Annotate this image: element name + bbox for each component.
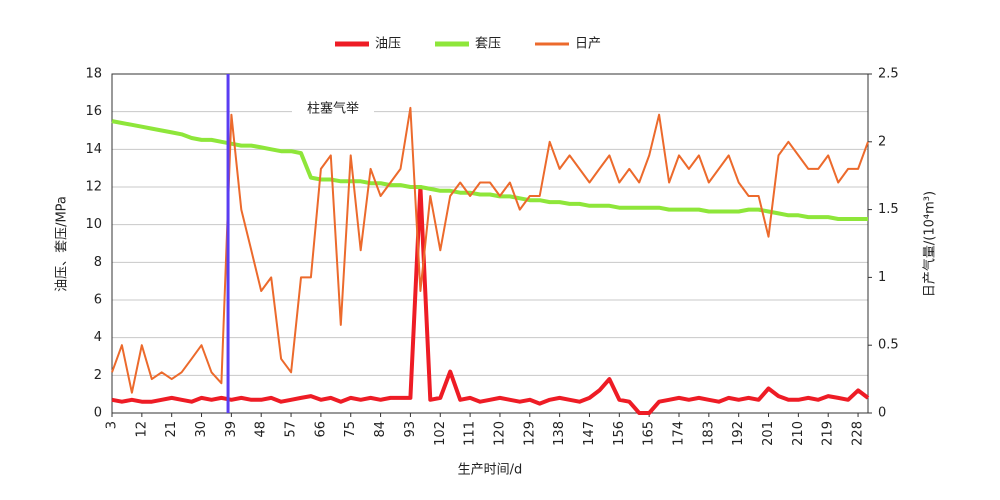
x-tick-label: 30 (194, 421, 209, 438)
y-tick-label: 4 (94, 330, 102, 345)
y2-tick-label: 2 (878, 134, 886, 149)
annotation-bg (292, 97, 374, 121)
y-tick-label: 14 (85, 142, 102, 157)
annotation-text: 柱塞气举 (307, 101, 359, 117)
x-tick-label: 165 (642, 421, 657, 446)
y2-tick-label: 1 (878, 270, 886, 285)
x-tick-label: 228 (851, 421, 866, 446)
x-tick-label: 129 (522, 421, 537, 446)
x-tick-label: 57 (284, 421, 299, 438)
x-tick-label: 84 (373, 421, 388, 438)
y-axis-label: 油压、套压/MPa (54, 196, 70, 292)
legend-label: 套压 (475, 36, 501, 52)
x-tick-label: 66 (313, 421, 328, 438)
y2-axis-label: 日产气量/(10⁴m³) (922, 191, 938, 297)
x-axis-label: 生产时间/d (458, 463, 523, 478)
x-tick-label: 93 (403, 421, 418, 438)
y-tick-label: 0 (94, 406, 102, 421)
y-tick-label: 16 (85, 104, 102, 119)
legend-label: 日产 (575, 37, 601, 52)
x-tick-label: 3 (105, 421, 120, 429)
y2-tick-label: 0.5 (878, 338, 899, 353)
series-line (111, 106, 869, 394)
x-tick-label: 102 (433, 421, 448, 446)
y2-tick-label: 2.5 (878, 67, 899, 82)
x-tick-label: 120 (492, 421, 507, 446)
x-tick-label: 156 (612, 421, 627, 446)
x-tick-label: 138 (552, 421, 567, 446)
y2-tick-label: 1.5 (878, 202, 899, 217)
legend-label: 油压 (375, 37, 401, 52)
x-tick-label: 75 (343, 421, 358, 438)
x-tick-label: 201 (761, 421, 776, 446)
x-tick-label: 21 (164, 421, 179, 438)
x-tick-label: 147 (582, 421, 597, 446)
series-line (111, 185, 870, 415)
series-line (111, 119, 868, 221)
x-tick-label: 48 (254, 421, 269, 438)
y-tick-label: 12 (85, 180, 102, 195)
x-tick-label: 183 (701, 421, 716, 446)
x-tick-label: 174 (672, 421, 687, 446)
y-tick-label: 2 (94, 368, 102, 383)
x-tick-label: 12 (134, 421, 149, 438)
y-tick-label: 6 (94, 293, 102, 308)
x-tick-label: 111 (463, 421, 478, 446)
y-tick-label: 8 (94, 255, 102, 270)
x-tick-label: 192 (731, 421, 746, 446)
x-tick-label: 219 (821, 421, 836, 446)
plot-frame (111, 73, 869, 414)
y-tick-label: 18 (85, 67, 102, 82)
x-tick-label: 39 (224, 421, 239, 438)
y-tick-label: 10 (85, 217, 102, 232)
y2-tick-label: 0 (878, 406, 886, 421)
x-tick-label: 210 (791, 421, 806, 446)
